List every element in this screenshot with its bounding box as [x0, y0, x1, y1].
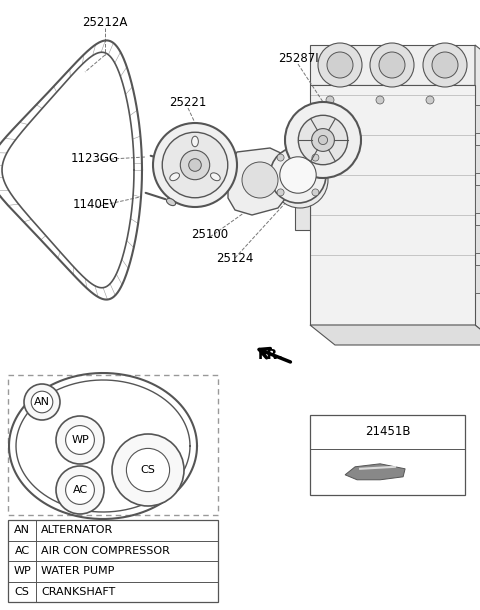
Polygon shape [295, 125, 310, 230]
Circle shape [180, 150, 210, 180]
Text: AC: AC [72, 485, 87, 495]
Circle shape [66, 426, 95, 454]
Bar [475, 265, 480, 293]
Bar [475, 145, 480, 173]
Text: 1140EV: 1140EV [72, 198, 118, 212]
Ellipse shape [211, 173, 220, 181]
Bar [310, 415, 465, 495]
Circle shape [242, 162, 278, 198]
Text: 25100: 25100 [192, 229, 228, 242]
Circle shape [312, 129, 335, 151]
Text: AN: AN [34, 397, 50, 407]
Text: 21451B: 21451B [365, 425, 410, 439]
Circle shape [327, 52, 353, 78]
Circle shape [189, 159, 201, 171]
Text: AIR CON COMPRESSOR: AIR CON COMPRESSOR [41, 546, 170, 556]
Bar [475, 185, 480, 213]
Circle shape [126, 448, 169, 492]
Circle shape [376, 96, 384, 104]
Bar [475, 225, 480, 253]
Text: CS: CS [141, 465, 156, 475]
Polygon shape [345, 464, 405, 480]
Bar [8, 375, 218, 515]
Ellipse shape [171, 160, 180, 168]
Circle shape [318, 43, 362, 87]
Text: AN: AN [14, 525, 30, 535]
Circle shape [423, 43, 467, 87]
Circle shape [312, 189, 319, 196]
Circle shape [272, 152, 328, 208]
Circle shape [282, 162, 318, 198]
Circle shape [298, 115, 348, 165]
Text: FR.: FR. [258, 348, 284, 362]
Circle shape [31, 391, 53, 413]
Text: CRANKSHAFT: CRANKSHAFT [41, 587, 115, 597]
Circle shape [270, 147, 326, 203]
Circle shape [326, 96, 334, 104]
Circle shape [153, 123, 237, 207]
Text: 25124: 25124 [216, 251, 254, 265]
Circle shape [277, 189, 284, 196]
Polygon shape [228, 148, 292, 215]
Text: WP: WP [13, 566, 31, 576]
Circle shape [56, 466, 104, 514]
Text: WP: WP [71, 435, 89, 445]
Text: 25287I: 25287I [278, 51, 318, 65]
Text: ALTERNATOR: ALTERNATOR [41, 525, 113, 535]
Circle shape [426, 96, 434, 104]
Circle shape [277, 154, 284, 161]
Circle shape [56, 416, 104, 464]
Circle shape [432, 52, 458, 78]
Text: 1123GG: 1123GG [71, 151, 119, 165]
Ellipse shape [192, 136, 198, 147]
Text: 25212A: 25212A [82, 15, 128, 29]
Ellipse shape [167, 198, 176, 206]
Circle shape [280, 157, 316, 193]
Circle shape [162, 132, 228, 198]
Text: WATER PUMP: WATER PUMP [41, 566, 114, 576]
Circle shape [24, 384, 60, 420]
Polygon shape [310, 45, 475, 85]
Ellipse shape [170, 173, 180, 181]
Polygon shape [310, 85, 475, 325]
Circle shape [66, 476, 95, 504]
Polygon shape [310, 325, 480, 345]
Text: AC: AC [14, 546, 30, 556]
Polygon shape [475, 45, 480, 345]
Circle shape [112, 434, 184, 506]
Text: 25221: 25221 [169, 96, 207, 110]
Circle shape [318, 135, 327, 145]
Text: CS: CS [14, 587, 29, 597]
Circle shape [379, 52, 405, 78]
Bar [8, 520, 218, 602]
Circle shape [312, 154, 319, 161]
Circle shape [285, 102, 361, 178]
Bar [475, 105, 480, 133]
Circle shape [370, 43, 414, 87]
